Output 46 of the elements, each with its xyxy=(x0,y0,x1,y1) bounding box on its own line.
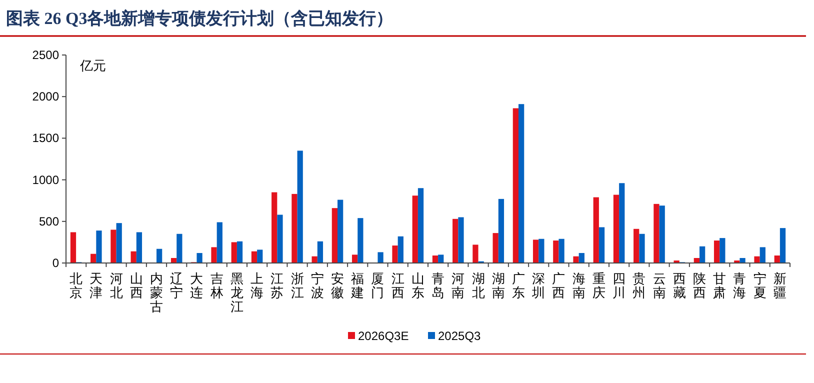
x-tick-label: 安徽 xyxy=(331,271,344,300)
x-tick-label: 河南 xyxy=(452,271,465,300)
y-axis-title: 亿元 xyxy=(79,58,106,73)
chart-title: 图表 26 Q3各地新增专项债发行计划（含已知发行） xyxy=(6,9,394,28)
x-tick-label: 福建 xyxy=(350,271,364,300)
x-tick-label: 西藏 xyxy=(672,271,686,300)
x-tick-label: 广东 xyxy=(512,271,525,300)
x-tick-label: 重庆 xyxy=(592,271,606,300)
x-tick-label: 内蒙古 xyxy=(150,271,163,314)
y-tick-label: 2500 xyxy=(32,48,60,62)
x-tick-label: 吉林 xyxy=(209,271,224,300)
x-tick-label: 贵州 xyxy=(632,271,646,300)
x-tick-label: 辽宁 xyxy=(170,271,184,300)
x-tick-label: 青岛 xyxy=(432,271,445,300)
x-tick-label: 宁波 xyxy=(310,271,324,300)
x-tick-label: 上海 xyxy=(250,271,264,300)
x-tick-label: 青海 xyxy=(733,271,746,300)
x-tick-label: 陕西 xyxy=(693,271,706,300)
y-tick-label: 500 xyxy=(38,214,60,228)
x-tick-label: 山西 xyxy=(130,271,143,300)
x-tick-label: 湖北 xyxy=(472,271,485,300)
x-tick-label: 江苏 xyxy=(270,271,284,300)
x-tick-label: 广西 xyxy=(552,271,566,300)
x-tick-label: 天津 xyxy=(90,271,103,300)
x-tick-label: 云南 xyxy=(652,271,666,300)
x-tick-label: 深圳 xyxy=(531,271,546,300)
x-tick-label: 黑龙江 xyxy=(230,271,244,314)
x-tick-label: 江西 xyxy=(391,271,404,300)
x-tick-label: 宁夏 xyxy=(753,271,766,300)
y-tick-label: 2000 xyxy=(32,90,60,104)
x-tick-label: 大连 xyxy=(190,271,204,300)
y-tick-label: 1500 xyxy=(32,131,60,146)
x-tick-label: 海南 xyxy=(572,271,586,300)
y-tick-label: 0 xyxy=(52,256,60,270)
legend-label: 2025Q3 xyxy=(438,329,482,343)
legend-label: 2026Q3E xyxy=(358,329,409,343)
x-tick-label: 浙江 xyxy=(290,271,304,300)
x-tick-label: 甘肃 xyxy=(713,271,726,300)
x-tick-label: 山东 xyxy=(411,271,424,300)
x-tick-label: 厦门 xyxy=(371,271,384,300)
x-tick-label: 河北 xyxy=(110,271,123,300)
x-tick-label: 新疆 xyxy=(773,271,786,300)
x-tick-label: 北京 xyxy=(70,271,83,300)
x-tick-label: 湖南 xyxy=(492,271,505,300)
x-tick-label: 四川 xyxy=(612,271,626,300)
y-tick-label: 1000 xyxy=(32,172,60,187)
